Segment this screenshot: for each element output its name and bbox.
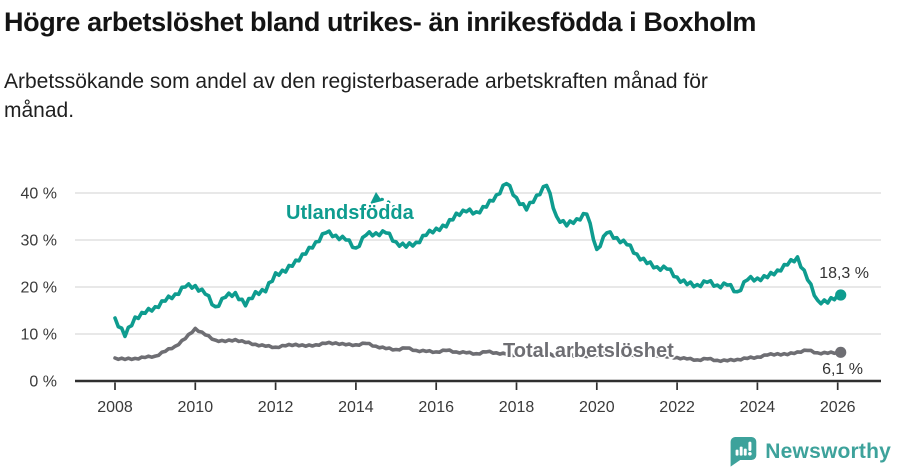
end-value-utlandsfodda: 18,3 % [819,265,869,282]
series-line-utlandsfodda [113,181,840,339]
series-label-utlandsfodda: Utlandsfödda [286,202,414,224]
bar-icon-1 [735,449,739,456]
x-tick-label: 2014 [338,399,374,416]
end-dot-total-arbetsloshet [835,346,847,358]
newsworthy-wordmark: Newsworthy [765,440,891,463]
bar-icon-2 [739,446,743,456]
series-lines [113,181,847,364]
x-tick-label: 2012 [258,399,294,416]
exclamation-bar-icon [748,441,752,451]
speech-bubble-shape [730,437,757,467]
bar-icon-3 [744,448,747,456]
exclamation-dot-icon [748,452,752,456]
chart-subtitle-line-1: Arbetssökande som andel av den registerb… [4,70,708,93]
axes: 0 % 10 % 20 % 30 % 40 % 2008 2010 2012 2014 2016 2… [21,186,881,416]
chart-title: Högre arbetslöshet bland utrikes- än inr… [4,7,757,37]
chart-subtitle-line-2: månad. [4,99,75,122]
end-value-total-arbetsloshet: 6,1 % [822,361,863,378]
x-tick-label: 2022 [659,399,695,416]
end-dot-utlandsfodda [835,289,847,301]
annotation-arrowhead-icon [370,192,382,204]
x-tick-label: 2008 [97,399,133,416]
y-tick-label: 30 % [21,233,57,250]
x-tick-label: 2018 [499,399,535,416]
y-tick-label: 10 % [21,327,57,344]
x-tick-label: 2010 [178,399,214,416]
y-tick-label: 0 % [29,374,57,391]
x-tick-label: 2024 [740,399,776,416]
annotation-arrow [370,192,400,215]
x-tick-label: 2016 [418,399,454,416]
chart-subtitle: Arbetssökande som andel av den registerb… [4,67,708,125]
newsworthy-logo[interactable]: Newsworthy [730,437,891,467]
series-label-total-arbetsloshet: Total arbetslöshet [503,340,674,362]
gridlines [75,192,881,335]
x-tick-label: 2026 [820,399,856,416]
series-line-total-arbetsloshet [113,326,840,364]
annotation-arrow-curve [378,197,400,215]
y-tick-label: 40 % [21,186,57,203]
newsworthy-bubble-chart-icon [730,437,757,467]
y-tick-label: 20 % [21,280,57,297]
x-tick-label: 2020 [579,399,615,416]
